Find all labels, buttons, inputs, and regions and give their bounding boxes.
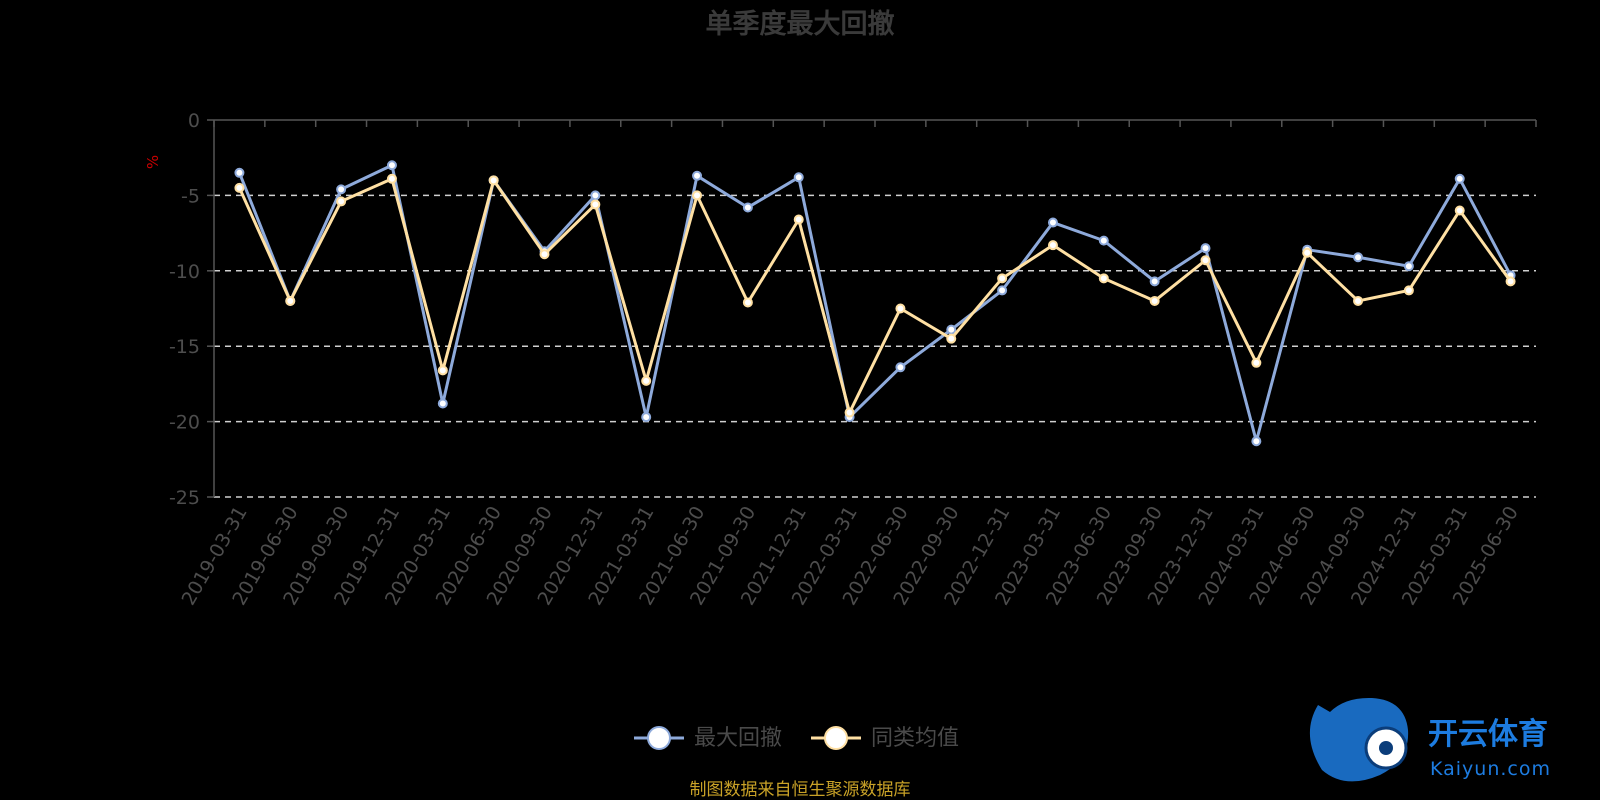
data-point[interactable] [1403, 285, 1414, 296]
data-point[interactable] [285, 295, 296, 306]
data-point[interactable] [336, 196, 347, 207]
data-point[interactable] [590, 199, 601, 210]
data-point[interactable] [844, 407, 855, 418]
data-point[interactable] [1047, 217, 1058, 228]
data-point[interactable] [1098, 273, 1109, 284]
data-point[interactable] [793, 214, 804, 225]
data-point[interactable] [1505, 276, 1516, 287]
y-tick-labels: 0 -5 -10 -15 -20 -25 [169, 110, 200, 509]
y-tick-label: -5 [181, 185, 200, 207]
data-point[interactable] [946, 333, 957, 344]
series-line [238, 163, 1512, 443]
legend-marker-peer-average [824, 726, 848, 750]
data-point[interactable] [539, 249, 550, 260]
data-point[interactable] [590, 190, 601, 201]
data-point[interactable] [1200, 243, 1211, 254]
soccer-ball-patch-icon [1379, 741, 1393, 755]
axes [213, 119, 1537, 497]
data-point[interactable] [336, 184, 347, 195]
data-point[interactable] [1047, 240, 1058, 251]
data-point[interactable] [997, 273, 1008, 284]
y-tick-label: -10 [169, 261, 200, 283]
data-point[interactable] [437, 365, 448, 376]
watermark-logo: 开云体育 Kaiyun.com [1309, 697, 1551, 782]
legend: 最大回撤 同类均值 [634, 726, 959, 751]
y-tick-label: -25 [169, 487, 200, 509]
data-point[interactable] [1251, 436, 1262, 447]
data-point[interactable] [488, 175, 499, 186]
data-point[interactable] [946, 324, 957, 335]
data-point[interactable] [234, 182, 245, 193]
source-note: 制图数据来自恒生聚源数据库 [690, 780, 911, 800]
data-point[interactable] [997, 285, 1008, 296]
y-tick-label: 0 [188, 110, 200, 132]
data-point[interactable] [386, 173, 397, 184]
data-point[interactable] [641, 412, 652, 423]
data-point[interactable] [1098, 235, 1109, 246]
y-axis-unit: % [144, 155, 162, 169]
data-point[interactable] [1149, 276, 1160, 287]
y-tick-label: -20 [169, 412, 200, 434]
legend-label-peer-average: 同类均值 [871, 726, 959, 751]
data-point[interactable] [1200, 255, 1211, 266]
data-point[interactable] [742, 202, 753, 213]
data-point[interactable] [386, 160, 397, 171]
data-point[interactable] [1149, 295, 1160, 306]
data-point[interactable] [1454, 173, 1465, 184]
grid-lines [207, 119, 1536, 498]
data-point[interactable] [1403, 261, 1414, 272]
x-tick-labels: 2019-03-312019-06-302019-09-302019-12-31… [177, 502, 1522, 609]
legend-item-max-drawdown[interactable]: 最大回撤 [634, 726, 782, 751]
data-point[interactable] [641, 375, 652, 386]
data-point[interactable] [692, 190, 703, 201]
data-point[interactable] [1454, 205, 1465, 216]
legend-label-max-drawdown: 最大回撤 [694, 726, 782, 751]
data-point[interactable] [1302, 247, 1313, 258]
data-point[interactable] [793, 172, 804, 183]
series-lines [234, 160, 1516, 447]
legend-item-peer-average[interactable]: 同类均值 [811, 726, 959, 751]
legend-marker-max-drawdown [647, 726, 671, 750]
data-point[interactable] [1251, 357, 1262, 368]
series-0 [234, 160, 1516, 447]
data-point[interactable] [1353, 295, 1364, 306]
data-point[interactable] [1353, 252, 1364, 263]
data-point[interactable] [234, 167, 245, 178]
data-point[interactable] [692, 170, 703, 181]
watermark-name: 开云体育 [1428, 717, 1548, 752]
chart-title: 单季度最大回撤 [706, 8, 895, 40]
data-point[interactable] [895, 303, 906, 314]
data-point[interactable] [895, 362, 906, 373]
watermark-sub: Kaiyun.com [1430, 758, 1551, 780]
series-line [238, 177, 1512, 415]
series-1 [234, 173, 1516, 418]
data-point[interactable] [742, 297, 753, 308]
y-tick-label: -15 [169, 336, 200, 358]
data-point[interactable] [437, 398, 448, 409]
